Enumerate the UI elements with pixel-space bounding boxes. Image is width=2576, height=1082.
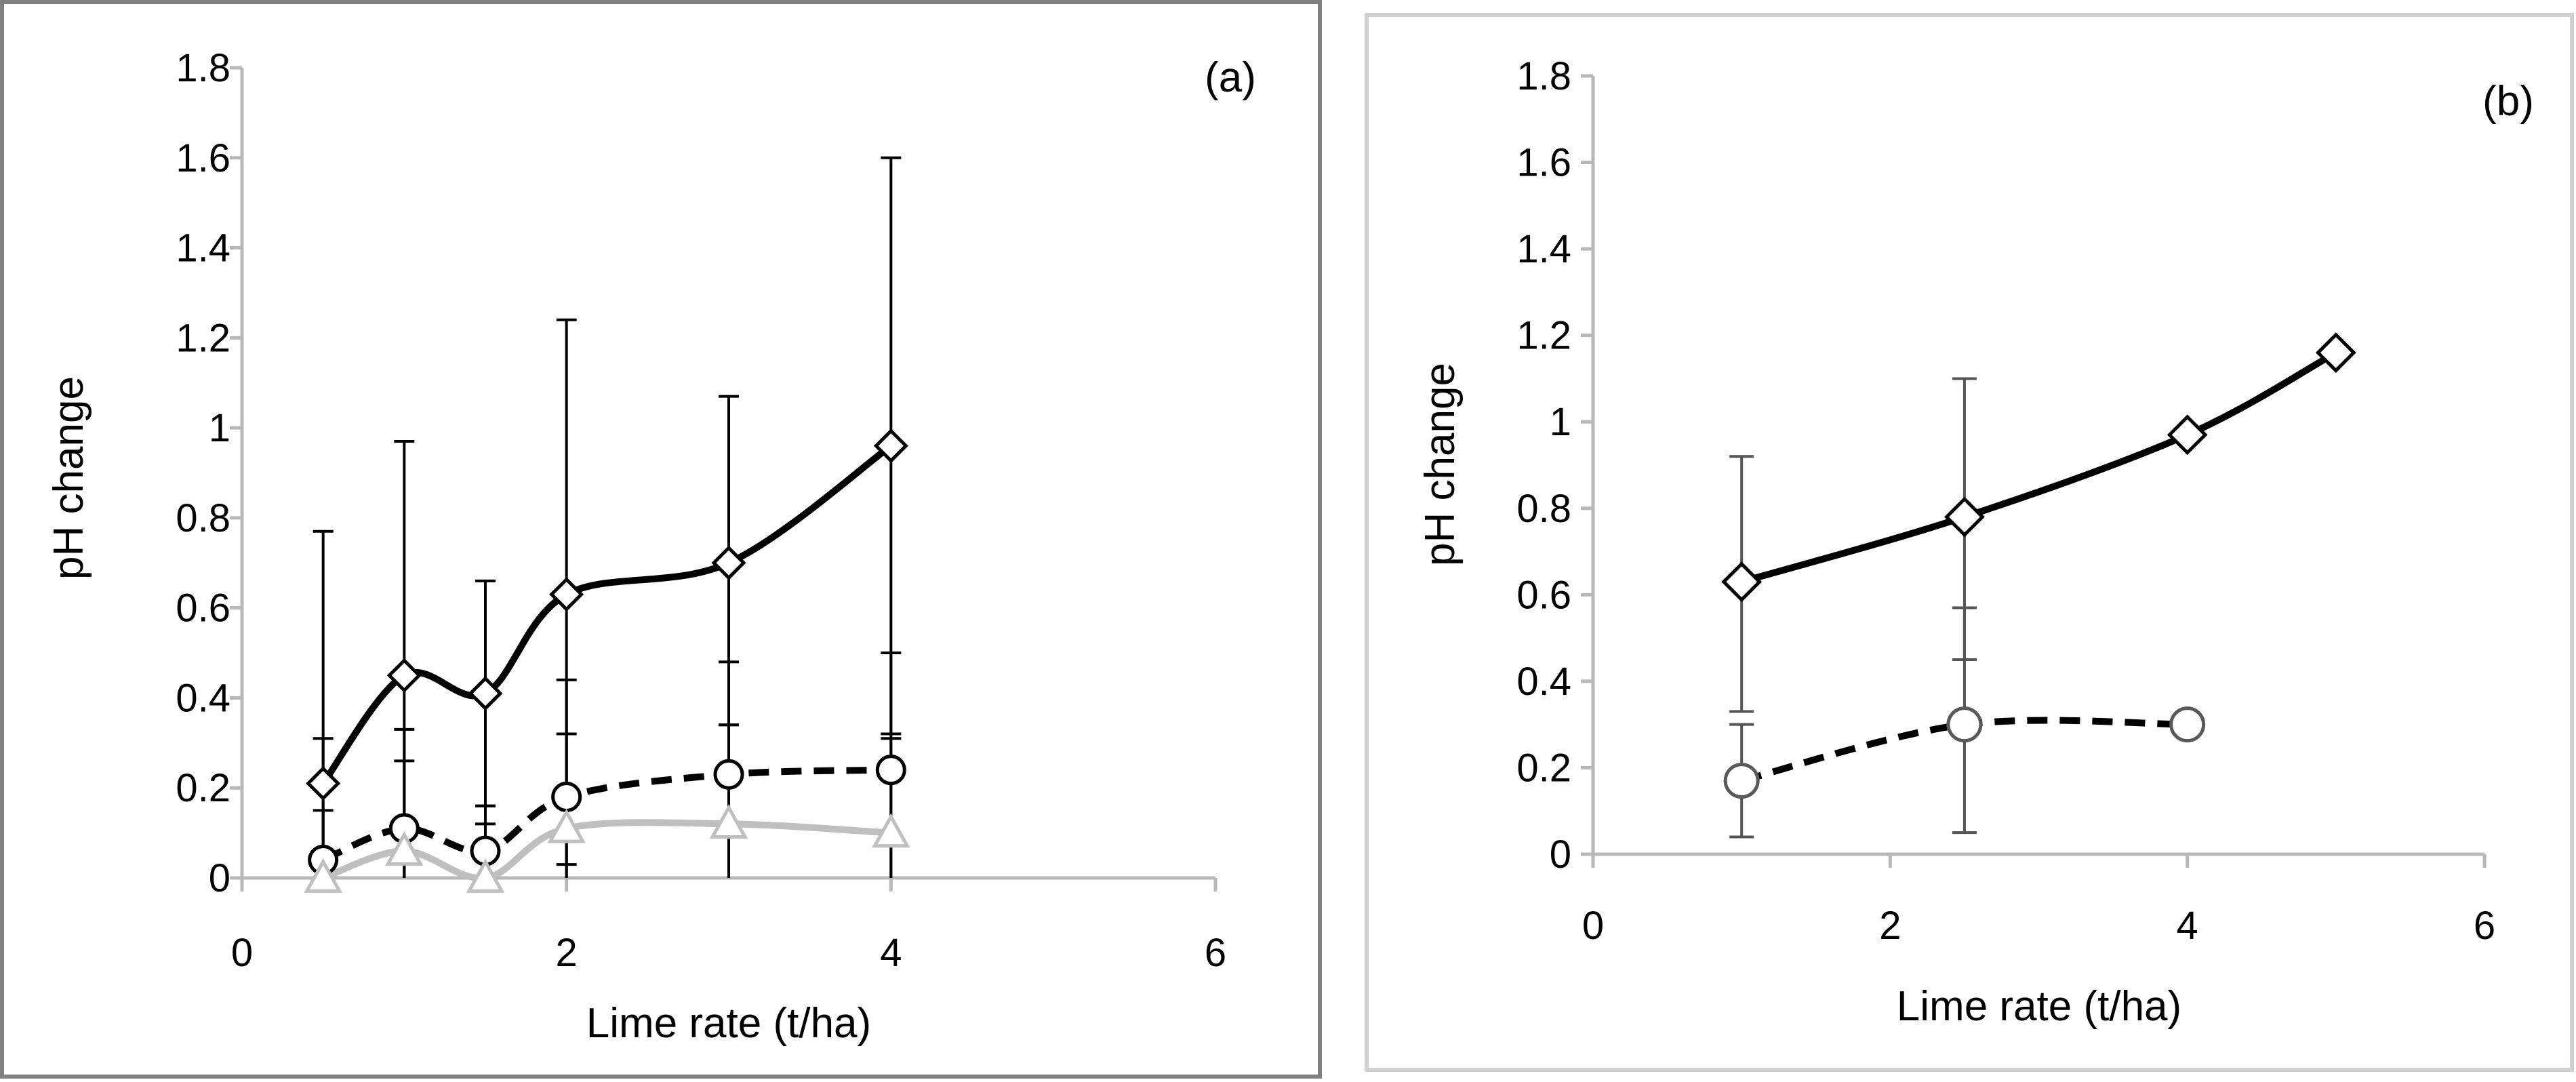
- y-tick-label: 1.2: [1516, 314, 1571, 358]
- y-tick-label: 1.2: [176, 316, 230, 360]
- marker-circle: [1723, 763, 1760, 799]
- panel-a: 0 0.2 0.4 0.6 0.8 1 1.2 1.4 1.6 1.8 0 2 4 6 (a) Lime …: [0, 0, 1322, 1079]
- y-tick-label: 1.8: [176, 46, 230, 90]
- y-tick-label: 0.2: [1516, 746, 1571, 790]
- panel-a-y-axis-title: pH change: [45, 376, 92, 580]
- x-tick-label: 6: [1205, 931, 1226, 975]
- y-tick-label: 0.4: [176, 676, 230, 720]
- marker-diamond: [711, 545, 746, 580]
- x-tick-label: 0: [1582, 904, 1604, 948]
- marker-diamond: [2315, 332, 2356, 374]
- panel-b-markers: [1721, 332, 2356, 799]
- y-tick-label: 1.6: [1516, 141, 1571, 185]
- marker-triangle: [547, 808, 586, 843]
- marker-triangle: [385, 831, 424, 866]
- panel-b-y-axis-title: pH change: [1417, 363, 1464, 566]
- panel-b-label: (b): [2482, 78, 2534, 125]
- y-tick-label: 0.6: [176, 586, 230, 630]
- y-tick-label: 0: [209, 856, 230, 900]
- x-tick-label: 2: [556, 931, 578, 975]
- x-tick-label: 2: [1879, 904, 1901, 948]
- marker-diamond: [1721, 561, 1763, 603]
- marker-circle: [2169, 706, 2206, 743]
- panel-b-x-axis-title: Lime rate (t/ha): [1897, 983, 2181, 1030]
- y-tick-label: 1.6: [176, 136, 230, 180]
- y-tick-label: 0.8: [1516, 487, 1571, 531]
- y-tick-label: 1: [1550, 400, 1571, 444]
- marker-triangle: [872, 813, 910, 848]
- marker-diamond: [306, 766, 341, 801]
- panel-a-label: (a): [1205, 54, 1256, 101]
- x-tick-label: 4: [2177, 904, 2198, 948]
- marker-diamond: [468, 676, 503, 711]
- y-tick-label: 0.8: [176, 496, 230, 540]
- series-line-diamond: [1740, 349, 2338, 586]
- y-tick-label: 1: [209, 406, 230, 450]
- marker-diamond: [1944, 496, 1985, 538]
- x-tick-label: 0: [231, 931, 253, 975]
- panel-a-frame: [0, 0, 1322, 1079]
- x-tick-label: 4: [880, 931, 902, 975]
- marker-circle: [713, 759, 744, 790]
- marker-diamond: [2167, 414, 2208, 456]
- marker-diamond: [549, 577, 584, 612]
- marker-triangle: [709, 804, 748, 839]
- marker-diamond: [873, 428, 908, 464]
- marker-circle: [551, 782, 582, 812]
- panel-b-frame: [1365, 13, 2574, 1072]
- y-tick-label: 1.4: [176, 226, 230, 270]
- y-tick-label: 0.6: [1516, 573, 1571, 617]
- marker-diamond: [386, 658, 422, 693]
- panel-a-markers: [304, 428, 910, 893]
- y-tick-label: 0.4: [1516, 660, 1571, 704]
- y-tick-label: 1.8: [1516, 54, 1571, 98]
- y-tick-label: 1.4: [1516, 227, 1571, 271]
- y-tick-label: 0.2: [176, 766, 230, 810]
- panel-b-axes: 0 0.2 0.4 0.6 0.8 1 1.2 1.4 1.6 1.8 0 2 4 6: [1516, 54, 2495, 948]
- marker-triangle: [304, 858, 342, 893]
- error-bar: [719, 723, 739, 878]
- y-tick-label: 0: [1550, 833, 1571, 877]
- panel-b: 0 0.2 0.4 0.6 0.8 1 1.2 1.4 1.6 1.8 0 2 4 6 (b) Lime …: [1365, 13, 2574, 1072]
- marker-circle: [1946, 706, 1983, 743]
- marker-triangle: [466, 858, 505, 893]
- marker-circle: [875, 755, 906, 786]
- panel-a-x-axis-title: Lime rate (t/ha): [586, 1000, 871, 1047]
- x-tick-label: 6: [2474, 904, 2495, 948]
